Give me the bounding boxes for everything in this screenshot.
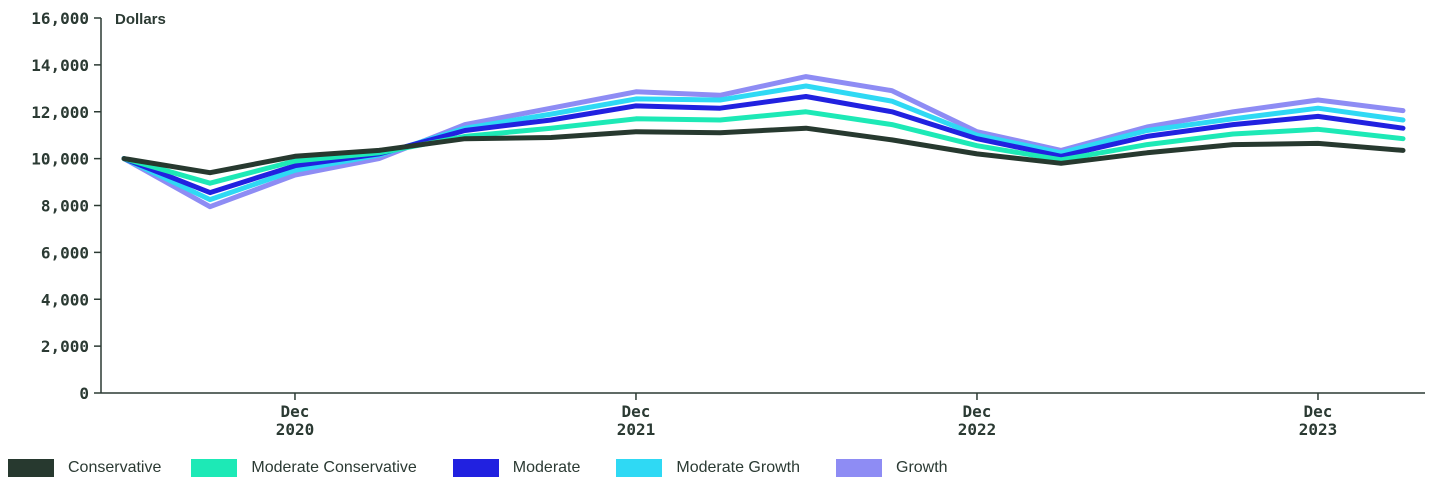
legend-swatch [616, 459, 663, 477]
x-tick-label: 2023 [1299, 420, 1338, 439]
x-tick-label: Dec [1304, 402, 1333, 421]
y-tick-label: 12,000 [31, 103, 89, 122]
legend-item: Growth [836, 459, 948, 477]
series-line-moderate-growth [121, 83, 1406, 203]
legend-swatch [8, 459, 54, 477]
y-tick-label: 0 [79, 384, 89, 403]
line-chart: 0 2,000 4,000 6,000 8,000 10,000 12,000 14,000 1… [31, 9, 1425, 439]
y-tick-label: 16,000 [31, 9, 89, 28]
legend-item: Moderate Conservative [191, 459, 417, 477]
x-tick-label: 2020 [276, 420, 315, 439]
legend-item: Moderate [452, 459, 581, 477]
legend: Conservative Moderate Conservative Moderat… [8, 458, 948, 478]
series-line-growth [121, 74, 1406, 210]
legend-label: Conservative [68, 459, 162, 476]
legend-swatch [452, 459, 499, 477]
x-tick-label: Dec [622, 402, 651, 421]
y-tick-label: 4,000 [41, 290, 89, 309]
legend-item: Conservative [8, 459, 161, 477]
series-line-conservative [121, 125, 1406, 176]
legend-item: Moderate Growth [616, 459, 800, 477]
y-tick-label: 8,000 [41, 197, 89, 216]
x-tick-label: Dec [281, 402, 310, 421]
legend-label: Moderate [512, 459, 581, 476]
y-tick-label: 6,000 [41, 243, 89, 262]
series-line-moderate [121, 94, 1406, 196]
legend-label: Moderate Growth [676, 459, 800, 476]
legend-swatch [836, 459, 882, 477]
series-line-moderate-conservative [121, 109, 1406, 186]
legend-label: Growth [896, 459, 948, 476]
y-tick-label: 14,000 [31, 56, 89, 75]
x-tick-label: 2021 [617, 420, 656, 439]
x-tick-label: 2022 [958, 420, 997, 439]
x-tick-label: Dec [963, 402, 992, 421]
y-tick-label: 2,000 [41, 337, 89, 356]
legend-swatch [191, 459, 238, 477]
legend-label: Moderate Conservative [251, 459, 417, 476]
y-tick-label: 10,000 [31, 150, 89, 169]
y-axis-label: Dollars [115, 11, 166, 28]
